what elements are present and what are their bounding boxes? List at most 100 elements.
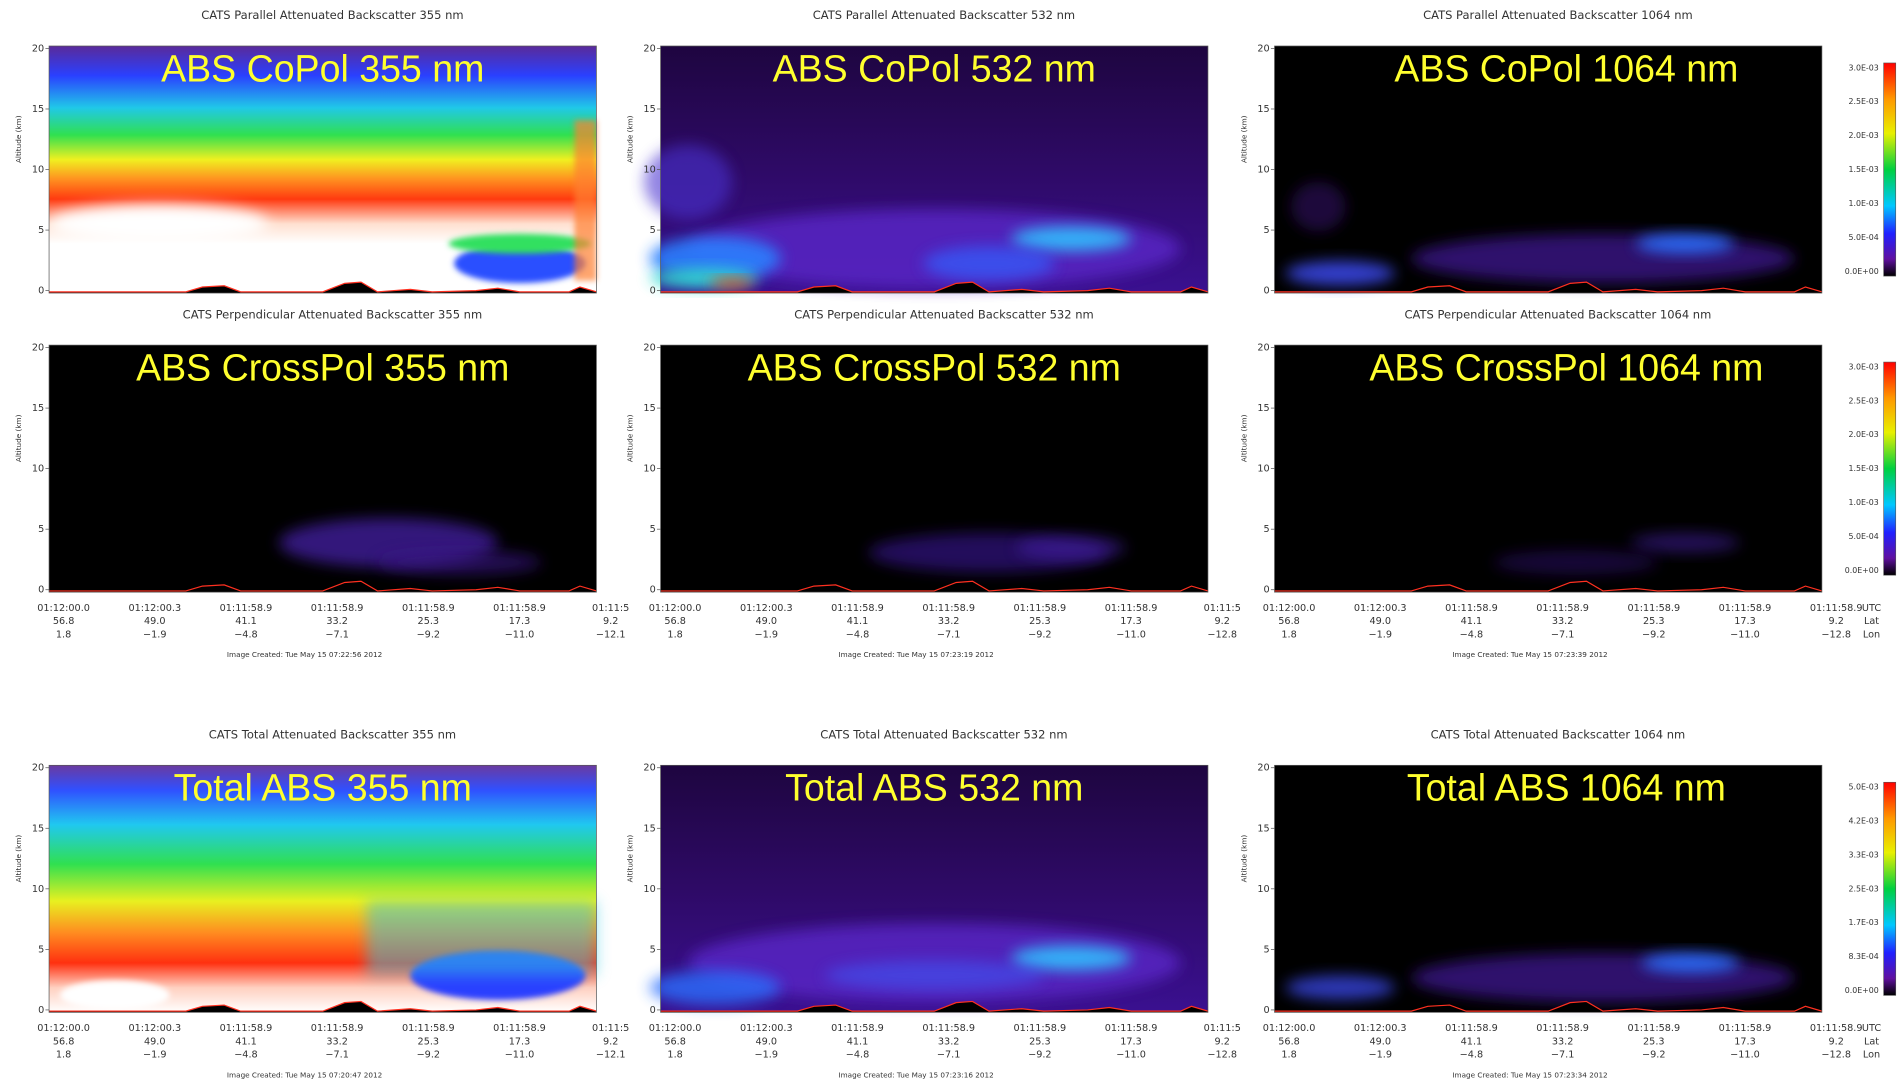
y-tick-label: 10 — [1257, 165, 1269, 176]
x-tick-label: 9.2 — [1215, 616, 1230, 627]
x-tick-label: 01:11:58.9 — [1105, 1023, 1158, 1034]
colorbar-label: 1.5E-03 — [1848, 464, 1878, 473]
colorbar-label: 1.7E-03 — [1848, 918, 1878, 927]
x-tick-label: −11.0 — [505, 630, 535, 641]
x-tick-label: 25.3 — [418, 1036, 440, 1047]
x-tick-label: 01:11:58.9 — [1536, 1023, 1589, 1034]
x-tick-label: −9.2 — [1028, 630, 1052, 641]
x-tick-label: −9.2 — [1028, 1050, 1052, 1061]
panel-title: CATS Perpendicular Attenuated Backscatte… — [183, 307, 482, 321]
x-tick-label: 25.3 — [1643, 1036, 1665, 1047]
x-tick-label: −11.0 — [1116, 1050, 1146, 1061]
y-tick-label: 20 — [1257, 343, 1269, 354]
panel: CATS Total Attenuated Backscatter 1064 n… — [1239, 728, 1881, 1080]
x-tick-label: 01:11:58.9 — [1014, 603, 1067, 614]
x-tick-label: 01:11:58.9 — [220, 603, 273, 614]
x-tick-label: 9.2 — [1215, 1036, 1230, 1047]
x-tick-label: 56.8 — [1278, 616, 1300, 627]
surface-line — [49, 580, 597, 592]
x-tick-label: −4.8 — [846, 1050, 870, 1061]
y-tick-label: 0 — [650, 585, 656, 596]
x-tick-label: −1.9 — [755, 1050, 779, 1061]
panel-label: Total ABS 532 nm — [785, 767, 1083, 809]
x-tick-label: −9.2 — [417, 630, 441, 641]
x-tick-label: 41.1 — [847, 1036, 869, 1047]
x-tick-label: 1.8 — [1281, 1050, 1296, 1061]
y-tick-label: 20 — [1257, 43, 1269, 54]
x-tick-label: 01:11:5 — [592, 603, 629, 614]
x-tick-label: −1.9 — [143, 1050, 167, 1061]
x-tick-label: −4.8 — [846, 630, 870, 641]
x-tick-label: 17.3 — [1120, 1036, 1142, 1047]
x-tick-label: 33.2 — [1552, 1036, 1574, 1047]
x-tick-label: −7.1 — [1551, 1050, 1575, 1061]
colorbar-scale — [1883, 781, 1897, 996]
y-tick-label: 5 — [650, 524, 656, 535]
panel-label: Total ABS 1064 nm — [1407, 767, 1726, 809]
aerosol — [448, 233, 591, 254]
x-tick-label: −12.8 — [1207, 630, 1237, 641]
x-tick-label: −7.1 — [325, 630, 349, 641]
x-tick-label: 01:12:00.0 — [1263, 1023, 1316, 1034]
aerosol — [649, 970, 782, 1005]
x-tick-label: −12.8 — [1821, 630, 1851, 641]
aerosol — [366, 901, 597, 976]
x-tick-label: −7.1 — [937, 1050, 961, 1061]
y-axis-label: Altitude (km) — [625, 835, 634, 883]
x-tick-label: 9.2 — [603, 1036, 618, 1047]
y-tick-label: 0 — [38, 585, 44, 596]
aerosol — [1010, 945, 1132, 971]
y-tick-label: 10 — [1257, 884, 1269, 895]
y-tick-label: 20 — [643, 763, 655, 774]
panel: CATS Parallel Attenuated Backscatter 106… — [1239, 8, 1823, 297]
y-tick-label: 20 — [32, 343, 44, 354]
image-created: Image Created: Tue May 15 07:23:19 2012 — [838, 650, 993, 659]
x-tick-label: 56.8 — [53, 616, 75, 627]
x-tick-label: 01:11:58.9 — [1445, 603, 1498, 614]
y-tick-label: 5 — [650, 944, 656, 955]
x-tick-label: 01:11:58.9 — [493, 1023, 546, 1034]
colorbar-label: 1.0E-03 — [1848, 498, 1878, 507]
x-tick-label: −12.1 — [596, 1050, 626, 1061]
y-tick-label: 15 — [32, 104, 44, 115]
y-axis-label: Altitude (km) — [1239, 115, 1248, 163]
y-tick-label: 20 — [643, 343, 655, 354]
colorbar-label: 5.0E-04 — [1848, 532, 1878, 541]
x-tick-label: 49.0 — [144, 1036, 166, 1047]
x-tick-label: 49.0 — [756, 1036, 778, 1047]
panel-title: CATS Total Attenuated Backscatter 1064 n… — [1431, 728, 1686, 742]
y-tick-label: 15 — [32, 403, 44, 414]
x-tick-label: 25.3 — [1029, 1036, 1051, 1047]
colorbar-label: 4.2E-03 — [1848, 817, 1878, 826]
x-axis-name: Lon — [1863, 1050, 1880, 1061]
x-tick-label: −12.8 — [1207, 1050, 1237, 1061]
y-axis-label: Altitude (km) — [1239, 835, 1248, 883]
y-tick-label: 10 — [643, 884, 655, 895]
x-tick-label: −1.9 — [1368, 630, 1392, 641]
y-axis-label: Altitude (km) — [14, 835, 23, 883]
x-tick-label: 01:11:58.9 — [1105, 603, 1158, 614]
x-tick-label: 1.8 — [667, 1050, 682, 1061]
x-tick-label: 01:11:58.9 — [1627, 603, 1680, 614]
panel-title: CATS Total Attenuated Backscatter 532 nm — [820, 728, 1067, 742]
aerosol — [1411, 233, 1795, 284]
x-tick-label: 9.2 — [603, 616, 618, 627]
x-tick-label: −4.8 — [1460, 1050, 1484, 1061]
x-tick-label: 01:11:58.9 — [311, 1023, 364, 1034]
x-tick-label: 01:11:58.9 — [220, 1023, 273, 1034]
colorbar-label: 3.0E-03 — [1848, 362, 1878, 371]
surface-line — [1274, 281, 1823, 293]
aerosol — [1630, 532, 1740, 553]
panel-title: CATS Parallel Attenuated Backscatter 106… — [1423, 8, 1693, 22]
surface-line — [660, 580, 1209, 592]
x-tick-label: −9.2 — [1642, 1050, 1666, 1061]
x-tick-label: 01:12:00.3 — [740, 1023, 793, 1034]
x-tick-label: −4.8 — [234, 1050, 258, 1061]
colorbar-label: 2.5E-03 — [1848, 97, 1878, 106]
x-tick-label: 01:11:5 — [1204, 603, 1241, 614]
surface-line — [49, 1000, 597, 1012]
colorbar-label: 0.0E+00 — [1845, 986, 1879, 995]
x-tick-label: 17.3 — [509, 1036, 531, 1047]
colorbar-label: 5.0E-03 — [1848, 783, 1878, 792]
x-tick-label: −11.0 — [1730, 630, 1760, 641]
